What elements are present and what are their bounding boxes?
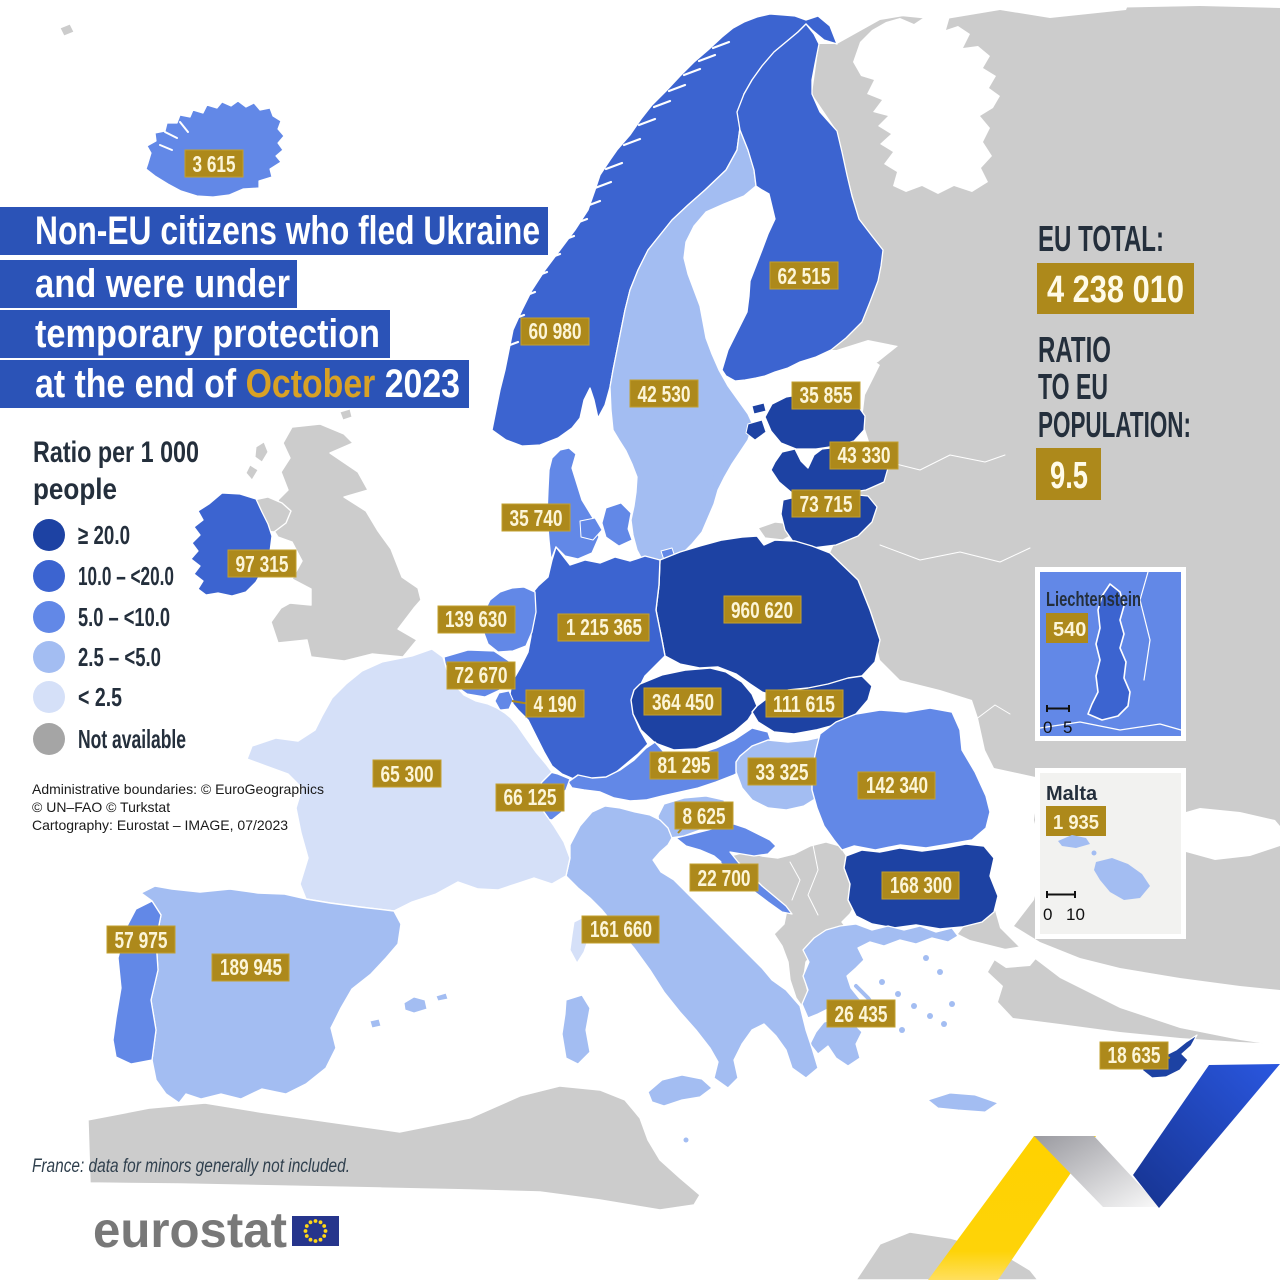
svg-text:142 340: 142 340 xyxy=(866,772,928,798)
svg-text:POPULATION:: POPULATION: xyxy=(1038,404,1191,445)
svg-text:35 740: 35 740 xyxy=(510,505,563,531)
svg-text:2.5 – <5.0: 2.5 – <5.0 xyxy=(78,642,161,672)
svg-text:Non-EU citizens who fled Ukrai: Non-EU citizens who fled Ukraine xyxy=(35,209,540,253)
svg-text:161 660: 161 660 xyxy=(590,916,652,942)
svg-text:540: 540 xyxy=(1053,619,1086,641)
svg-text:168 300: 168 300 xyxy=(890,872,952,898)
svg-text:111 615: 111 615 xyxy=(773,691,835,717)
svg-text:189 945: 189 945 xyxy=(220,954,282,980)
svg-text:≥ 20.0: ≥ 20.0 xyxy=(78,520,130,550)
svg-text:42 530: 42 530 xyxy=(638,381,691,407)
svg-text:5: 5 xyxy=(1063,718,1072,737)
svg-text:43 330: 43 330 xyxy=(838,442,891,468)
svg-text:Malta: Malta xyxy=(1046,783,1098,805)
svg-text:33 325: 33 325 xyxy=(756,759,809,785)
svg-text:9.5: 9.5 xyxy=(1050,455,1088,497)
svg-text:960 620: 960 620 xyxy=(731,597,793,623)
svg-text:22 700: 22 700 xyxy=(698,865,751,891)
svg-text:0: 0 xyxy=(1043,905,1052,924)
svg-text:10.0 – <20.0: 10.0 – <20.0 xyxy=(78,561,174,591)
svg-text:people: people xyxy=(33,473,117,506)
svg-text:Not available: Not available xyxy=(78,724,186,754)
svg-text:81 295: 81 295 xyxy=(658,752,711,778)
svg-text:© UN–FAO © Turkstat: © UN–FAO © Turkstat xyxy=(32,799,170,815)
svg-text:10: 10 xyxy=(1066,905,1085,924)
svg-text:57 975: 57 975 xyxy=(115,927,168,953)
svg-text:at the end of October 2023: at the end of October 2023 xyxy=(35,362,460,406)
svg-text:RATIO: RATIO xyxy=(1038,329,1111,370)
svg-text:364 450: 364 450 xyxy=(652,689,714,715)
svg-text:1 215 365: 1 215 365 xyxy=(566,614,642,640)
svg-text:temporary protection: temporary protection xyxy=(35,312,380,356)
svg-text:139 630: 139 630 xyxy=(445,606,507,632)
svg-text:60 980: 60 980 xyxy=(529,318,582,344)
svg-text:0: 0 xyxy=(1043,718,1052,737)
svg-text:73 715: 73 715 xyxy=(800,491,853,517)
svg-text:Administrative boundaries: © E: Administrative boundaries: © EuroGeograp… xyxy=(32,781,324,797)
svg-text:Ratio per 1 000: Ratio per 1 000 xyxy=(33,436,199,469)
svg-text:62 515: 62 515 xyxy=(778,263,831,289)
svg-text:65 300: 65 300 xyxy=(381,761,434,787)
svg-text:8 625: 8 625 xyxy=(683,803,726,829)
svg-text:18 635: 18 635 xyxy=(1108,1042,1161,1068)
svg-text:Liechtenstein: Liechtenstein xyxy=(1046,589,1141,611)
svg-text:TO EU: TO EU xyxy=(1038,366,1108,407)
svg-text:1 935: 1 935 xyxy=(1053,812,1099,834)
svg-text:97 315: 97 315 xyxy=(236,551,289,577)
svg-text:< 2.5: < 2.5 xyxy=(78,682,122,712)
svg-text:5.0 – <10.0: 5.0 – <10.0 xyxy=(78,602,170,632)
svg-text:Cartography: Eurostat – IMAGE,: Cartography: Eurostat – IMAGE, 07/2023 xyxy=(32,817,288,833)
svg-text:EU TOTAL:: EU TOTAL: xyxy=(1038,218,1164,259)
svg-text:eurostat: eurostat xyxy=(93,1202,287,1258)
svg-text:4 238 010: 4 238 010 xyxy=(1047,269,1184,311)
svg-text:72 670: 72 670 xyxy=(455,662,508,688)
svg-text:France: data for minors genera: France: data for minors generally not in… xyxy=(32,1156,350,1177)
svg-text:35 855: 35 855 xyxy=(800,382,853,408)
svg-text:3 615: 3 615 xyxy=(193,151,236,177)
svg-text:and were under: and were under xyxy=(35,262,290,306)
svg-text:66 125: 66 125 xyxy=(504,784,557,810)
svg-text:26 435: 26 435 xyxy=(835,1001,888,1027)
svg-text:4 190: 4 190 xyxy=(534,691,577,717)
